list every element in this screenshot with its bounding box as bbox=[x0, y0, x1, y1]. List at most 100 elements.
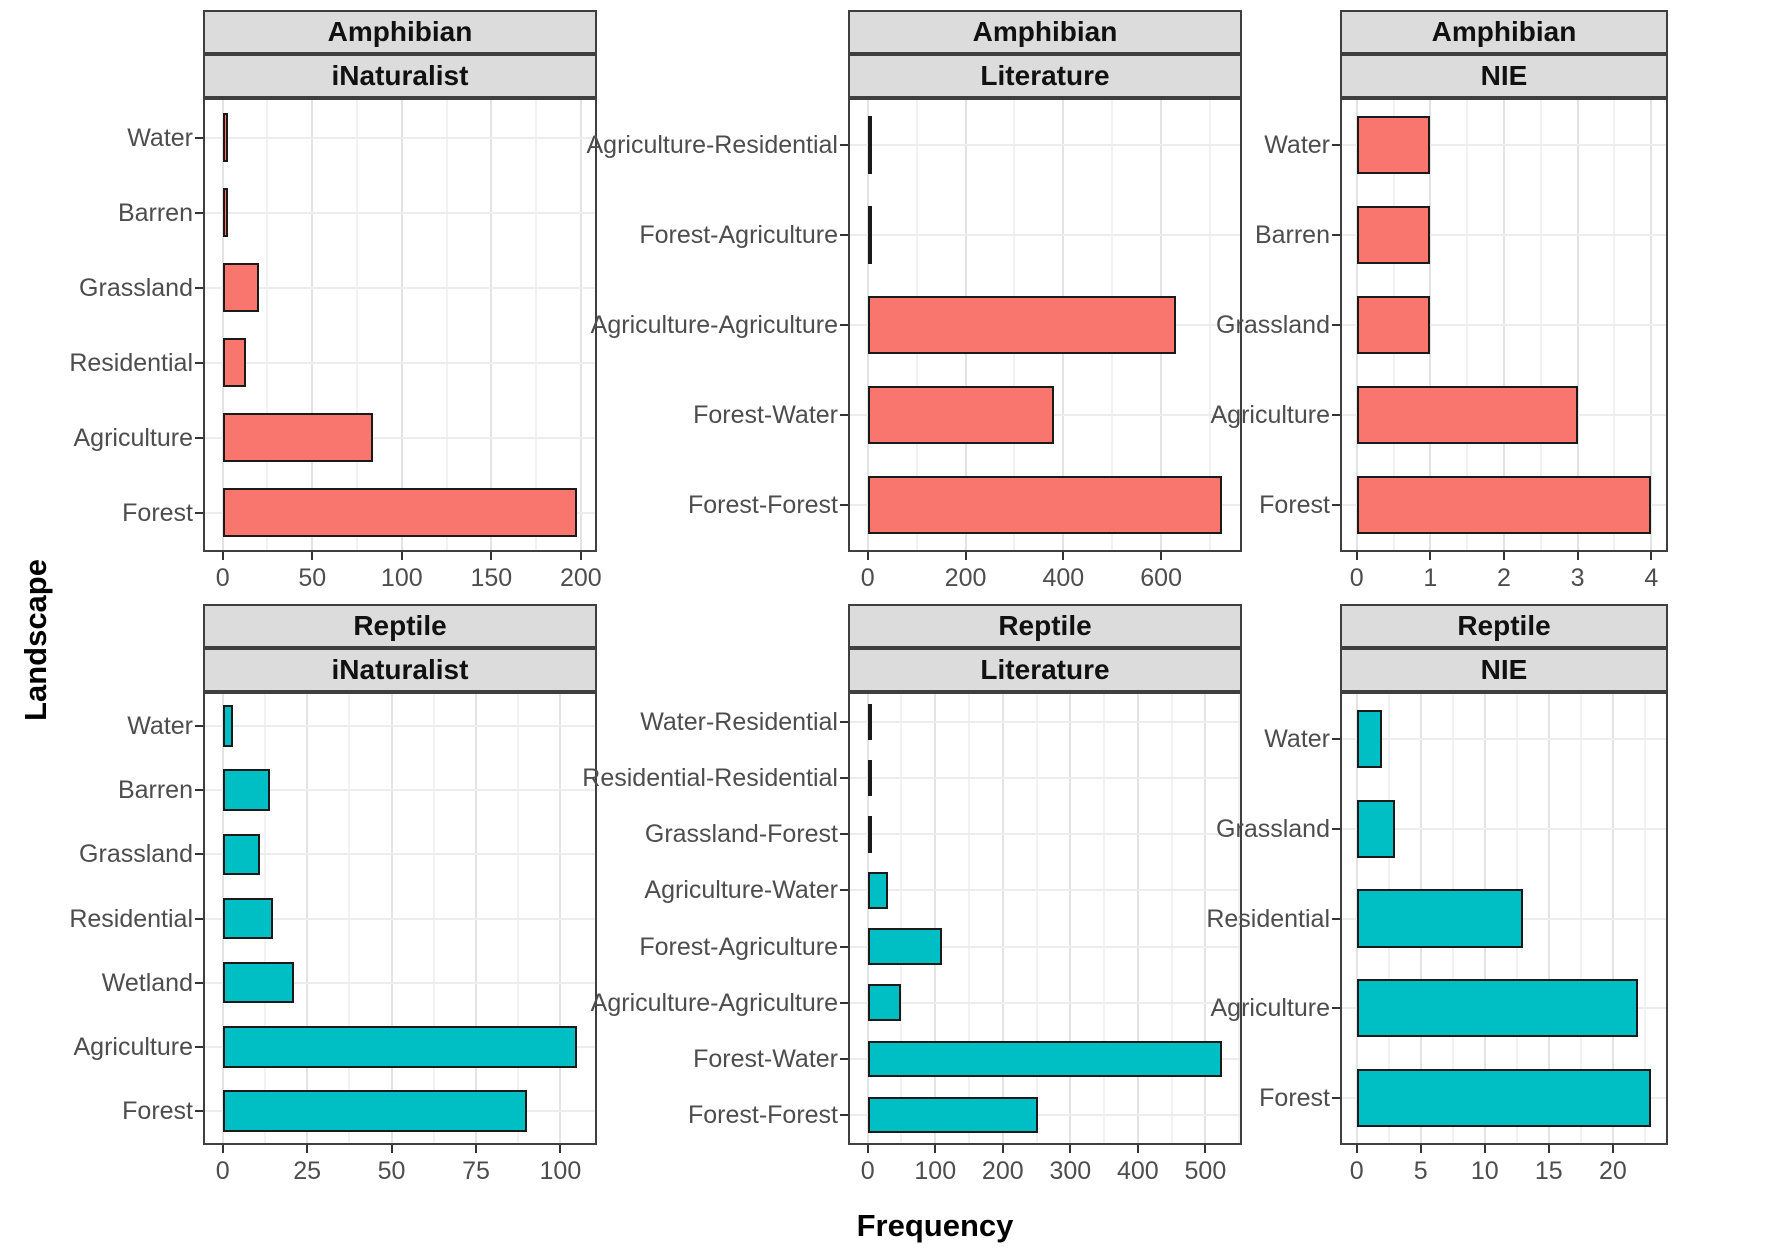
y-axis-label: Agriculture bbox=[73, 423, 194, 452]
category-gridline bbox=[205, 853, 595, 856]
y-tick-mark bbox=[195, 211, 203, 214]
x-tick-mark bbox=[1355, 1145, 1358, 1153]
x-tick-label: 100 bbox=[380, 564, 423, 592]
bar-barren bbox=[1356, 205, 1431, 265]
y-tick-mark bbox=[840, 945, 848, 948]
facet-strip-species: Reptile bbox=[848, 604, 1242, 648]
x-tick-label: 5 bbox=[1413, 1157, 1428, 1185]
x-tick-label: 600 bbox=[1140, 564, 1182, 592]
grid-minor-line bbox=[535, 100, 538, 550]
bar-grassland-forest bbox=[867, 816, 872, 853]
y-tick-mark bbox=[1332, 144, 1340, 146]
x-tick-mark bbox=[311, 552, 314, 560]
category-gridline bbox=[205, 211, 595, 214]
grid-minor-line bbox=[266, 100, 269, 550]
panel-reptile-nie bbox=[1340, 692, 1668, 1145]
y-tick-mark bbox=[840, 504, 848, 506]
y-tick-mark bbox=[195, 286, 203, 289]
grid-minor-line bbox=[900, 694, 903, 1143]
category-gridline bbox=[850, 833, 1240, 836]
x-tick-label: 50 bbox=[377, 1157, 406, 1185]
grid-minor-line bbox=[356, 100, 359, 550]
y-axis-label: Residential bbox=[69, 904, 193, 933]
y-axis-label: Forest-Water bbox=[693, 1044, 838, 1073]
facet-strip-species: Amphibian bbox=[203, 10, 597, 54]
y-axis-label: Water bbox=[1264, 724, 1330, 753]
x-tick-mark bbox=[1503, 552, 1505, 560]
y-tick-mark bbox=[840, 833, 848, 836]
bar-agriculture-agriculture bbox=[867, 295, 1176, 355]
x-tick-mark bbox=[964, 552, 967, 560]
grid-minor-line bbox=[1103, 694, 1106, 1143]
y-axis-label: Forest-Agriculture bbox=[639, 932, 838, 961]
y-tick-mark bbox=[840, 234, 848, 236]
y-axis-label: Residential-Residential bbox=[582, 764, 838, 793]
panel-amphibian-inaturalist bbox=[203, 98, 597, 552]
grid-major-line bbox=[579, 100, 582, 550]
y-axis-label: Forest-Forest bbox=[687, 1100, 838, 1129]
x-tick-label: 0 bbox=[215, 1157, 230, 1185]
bar-agriculture-agriculture bbox=[867, 984, 902, 1021]
y-axis-label: Barren bbox=[1254, 221, 1330, 249]
bar-forest bbox=[1356, 475, 1652, 535]
grid-major-line bbox=[1069, 694, 1072, 1143]
category-gridline bbox=[1342, 144, 1666, 146]
panel-reptile-literature bbox=[848, 692, 1242, 1145]
y-tick-mark bbox=[195, 511, 203, 514]
facet-strip-source: iNaturalist bbox=[203, 648, 597, 692]
y-axis-label: Agriculture bbox=[1210, 401, 1331, 429]
bar-water bbox=[222, 705, 233, 747]
category-gridline bbox=[205, 436, 595, 439]
bar-agriculture bbox=[1356, 979, 1639, 1038]
grid-major-line bbox=[1136, 694, 1139, 1143]
y-tick-mark bbox=[195, 789, 203, 792]
x-tick-mark bbox=[390, 1145, 393, 1153]
y-tick-mark bbox=[1332, 737, 1340, 740]
bar-residential bbox=[222, 897, 274, 940]
bar-barren bbox=[222, 769, 270, 812]
bar-forest-water bbox=[867, 1040, 1223, 1078]
category-gridline bbox=[205, 361, 595, 364]
y-axis-label: Agriculture-Agriculture bbox=[590, 988, 838, 1017]
x-tick-mark bbox=[579, 552, 582, 560]
grid-major-line bbox=[490, 100, 493, 550]
bar-forest bbox=[1356, 1068, 1652, 1128]
x-tick-mark bbox=[934, 1145, 937, 1153]
panel-amphibian-nie bbox=[1340, 98, 1668, 552]
x-tick-mark bbox=[1483, 1145, 1486, 1153]
y-tick-mark bbox=[1332, 1097, 1340, 1100]
bar-grassland bbox=[222, 263, 259, 312]
panel-reptile-inaturalist bbox=[203, 692, 597, 1145]
grid-major-line bbox=[1001, 694, 1004, 1143]
y-tick-mark bbox=[840, 721, 848, 724]
x-tick-mark bbox=[1160, 552, 1163, 560]
category-gridline bbox=[1342, 737, 1666, 740]
bar-residential-residential bbox=[867, 759, 872, 797]
x-tick-mark bbox=[1355, 552, 1358, 560]
category-gridline bbox=[850, 889, 1240, 892]
facet-strip-source: iNaturalist bbox=[203, 54, 597, 98]
facet-strip-species: Amphibian bbox=[1340, 10, 1668, 54]
x-tick-mark bbox=[1204, 1145, 1207, 1153]
x-tick-label: 50 bbox=[298, 564, 327, 592]
x-tick-mark bbox=[1576, 552, 1579, 560]
y-axis-label: Water-Residential bbox=[640, 708, 838, 737]
x-tick-mark bbox=[1136, 1145, 1139, 1153]
x-tick-label: 20 bbox=[1598, 1157, 1627, 1185]
bar-agriculture bbox=[1356, 385, 1578, 445]
x-tick-mark bbox=[866, 1145, 869, 1153]
x-tick-label: 400 bbox=[1116, 1157, 1159, 1185]
category-gridline bbox=[1342, 827, 1666, 830]
y-tick-mark bbox=[1332, 324, 1340, 326]
category-gridline bbox=[205, 789, 595, 792]
category-gridline bbox=[850, 721, 1240, 724]
facet-strip-species: Reptile bbox=[203, 604, 597, 648]
x-axis-title: Frequency bbox=[856, 1208, 1014, 1243]
x-tick-label: 200 bbox=[559, 564, 602, 592]
grid-minor-line bbox=[445, 100, 448, 550]
y-tick-mark bbox=[195, 136, 203, 139]
category-gridline bbox=[850, 777, 1240, 780]
x-tick-label: 0 bbox=[215, 564, 230, 592]
x-tick-label: 100 bbox=[914, 1157, 957, 1185]
